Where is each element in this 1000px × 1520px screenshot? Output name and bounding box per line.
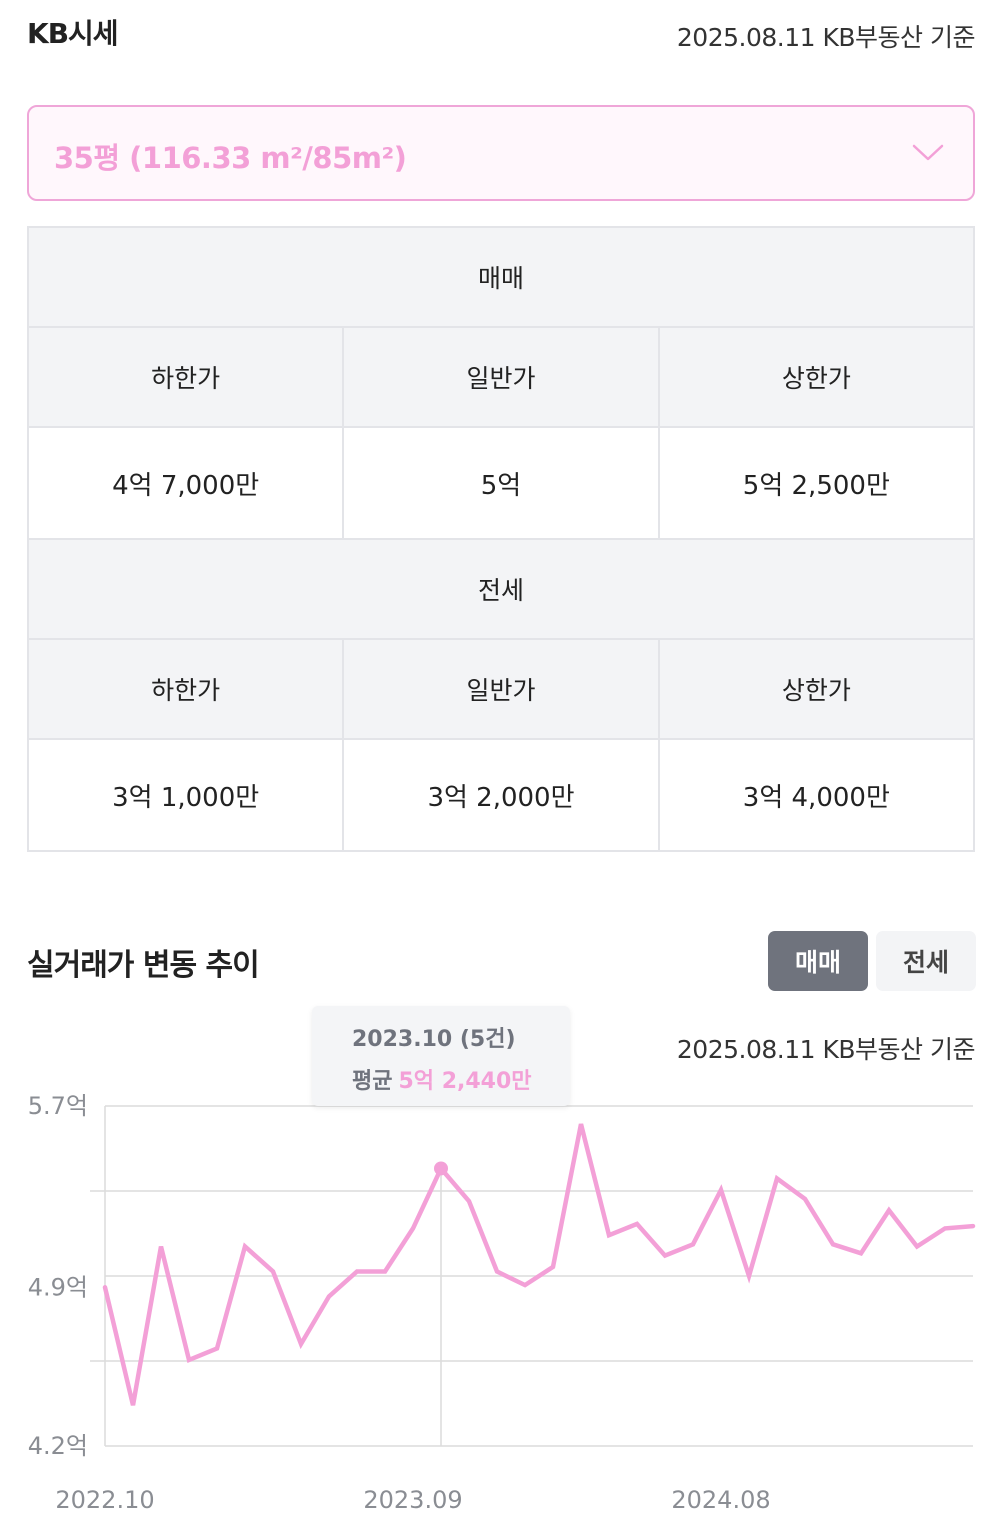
highlight-point [434, 1161, 448, 1176]
jeonse-value-low: 3억 1,000만 [26, 738, 345, 852]
tab-jeonse[interactable]: 전세 [876, 931, 976, 991]
kb-title: KB시세 [27, 17, 119, 50]
x-tick-label: 2024.08 [671, 1486, 770, 1514]
tooltip-average: 평균 5억 2,440만 [352, 1063, 532, 1095]
jeonse-header-mid: 일반가 [342, 638, 660, 740]
kb-price-table: 매매 하한가 일반가 상한가 4억 7,000만 5억 5억 2,500만 전세… [26, 226, 976, 852]
sale-header-low: 하한가 [26, 326, 345, 428]
chevron-down-icon [912, 144, 944, 161]
jeonse-header-high: 상한가 [657, 638, 976, 740]
tooltip-period: 2023.10 (5건) [352, 1027, 516, 1052]
tooltip-avg-value: 5억 2,440만 [398, 1069, 532, 1094]
kb-date: 2025.08.11 KB부동산 기준 [676, 23, 976, 52]
sale-section-title: 매매 [27, 226, 975, 328]
series-line [102, 1123, 976, 1406]
sale-header-mid: 일반가 [342, 326, 660, 428]
jeonse-value-mid: 3억 2,000만 [342, 738, 660, 852]
chart-tooltip: 2023.10 (5건) 평균 5억 2,440만 [312, 1006, 570, 1106]
y-tick-label: 4.9억 [28, 1273, 88, 1301]
sale-value-low: 4억 7,000만 [26, 426, 345, 540]
tab-sale[interactable]: 매매 [768, 931, 868, 991]
jeonse-header-low: 하한가 [26, 638, 345, 740]
jeonse-value-high: 3억 4,000만 [657, 738, 976, 852]
size-select-label: 35평 (116.33 m²/85m²) [54, 141, 407, 175]
y-tick-label: 4.2억 [28, 1432, 88, 1460]
size-select[interactable]: 35평 (116.33 m²/85m²) [27, 105, 975, 201]
sale-value-high: 5억 2,500만 [657, 426, 976, 540]
price-trend-chart[interactable]: 4.2억 4.9억 5.7억 2022.10 2023.09 2024.08 [0, 1080, 1000, 1520]
jeonse-section-title: 전세 [27, 538, 975, 640]
y-tick-label: 5.7억 [28, 1092, 88, 1120]
sale-header-high: 상한가 [657, 326, 976, 428]
x-tick-label: 2023.09 [363, 1486, 462, 1514]
x-tick-label: 2022.10 [55, 1486, 154, 1514]
tooltip-avg-label: 평균 [352, 1069, 393, 1094]
kb-header: KB시세 2025.08.11 KB부동산 기준 [27, 12, 976, 52]
trend-title: 실거래가 변동 추이 [27, 948, 260, 983]
chart-date: 2025.08.11 KB부동산 기준 [676, 1035, 976, 1064]
sale-value-mid: 5억 [342, 426, 660, 540]
